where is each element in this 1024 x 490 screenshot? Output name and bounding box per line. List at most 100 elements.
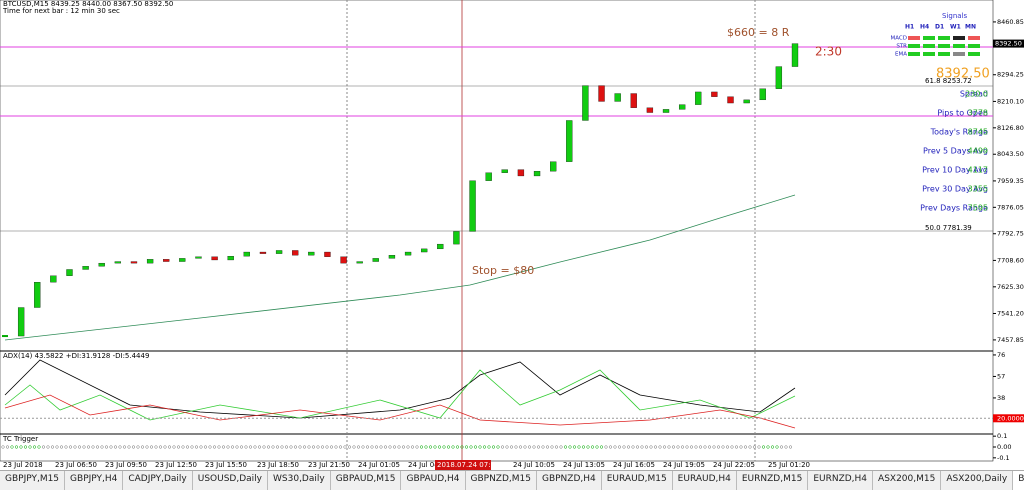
tab[interactable]: ASX200,Daily [941,471,1014,490]
trigger-dot [694,445,698,449]
tab[interactable]: GBPNZD,M15 [466,471,537,490]
trigger-dot [199,445,203,449]
trigger-dot [419,445,424,449]
trigger-dot [235,445,239,449]
y-tick-label: 8460.85 [997,18,1024,26]
x-tick-label: 23 Jul 09:50 [105,461,147,469]
trigger-dot [545,445,550,449]
y-tick-label: 8210.10 [997,97,1024,105]
cursor-box [435,460,491,470]
stat-value: 4499 [968,147,988,156]
candle-body [82,266,89,270]
trigger-dot [469,445,473,449]
trigger-dot [181,445,185,449]
adx-label: ADX(14) 43.5822 +DI:31.9128 -DI:5.4449 [3,352,149,360]
tab[interactable]: CADJPY,Daily [123,471,193,490]
trigger-dot [5,445,10,449]
x-tick-label: 23 Jul 18:50 [257,461,299,469]
trigger-dot [572,445,577,449]
tab[interactable]: EURAUD,H4 [673,471,737,490]
candle-body [662,109,670,113]
trigger-dot [325,445,329,449]
signal-col: H4 [920,24,929,31]
tab[interactable]: EURNZD,M15 [737,471,809,490]
candle-body [727,96,734,104]
trigger-dot [626,445,631,449]
trigger-dot [779,445,784,449]
trigger-dot [698,445,703,449]
trigger-dot [379,445,383,449]
trigger-dot [406,445,410,449]
tab[interactable]: ASX200,M15 [873,471,942,490]
ratio-label: 2:30 [815,45,842,59]
x-tick-label: 24 Jul 19:05 [663,461,705,469]
tab[interactable]: GBPJPY,M15 [0,471,66,490]
tab[interactable]: WS30,Daily [268,471,331,490]
x-tick-label: 24 Jul 04:05 [408,461,450,469]
tab[interactable]: EURAUD,M15 [602,471,673,490]
y-tick-label: 8294.25 [997,71,1024,79]
trigger-dot [680,445,685,449]
trigger-dot [757,445,761,449]
trigger-dot [473,445,478,449]
trigger-dot [10,445,14,449]
tab[interactable]: GBPJPY,H4 [65,471,124,490]
tab[interactable]: GBPNZD,H4 [537,471,602,490]
cursor-time: 2018.07.24 07:05 [437,461,499,469]
tab[interactable]: GBPAUD,M15 [331,471,402,490]
timer: Time for next bar : 12 min 30 sec [2,7,120,15]
trigger-dot [248,445,253,449]
signal-cell [953,44,965,48]
candle-body [630,93,637,108]
stat-label: Prev Days Range [920,204,988,213]
candle-body [356,261,363,264]
trigger-dot [253,445,257,449]
candle-body [98,262,105,267]
trigger-dot [500,445,505,449]
trigger-dot [401,445,406,449]
trigger-dot [257,445,262,449]
trigger-dot [725,445,730,449]
trigger-dot [644,445,649,449]
stat-label: Prev 10 Day Avg [922,166,988,175]
tab[interactable]: EURNZD,H4 [808,471,874,490]
trigger-dot [662,445,667,449]
signal-cell [908,36,920,40]
trigger-dot [685,445,689,449]
trigger-dot [23,445,28,449]
trigger-dot [77,445,82,449]
trigger-dot [176,445,181,449]
trigger-dot [415,445,419,449]
current-price: 8392.50 [995,40,1022,48]
stat-value: 4117 [968,166,988,175]
stat-value: 3355 [968,185,988,194]
candle-body [340,256,347,264]
tab[interactable]: USOUSD,Daily [193,471,268,490]
candle-body [614,93,621,102]
trigger-dot [635,445,640,449]
candle-body [421,248,428,253]
price-big: 8392.50 [936,67,990,82]
trigger-dot [613,445,617,449]
candle-body [582,85,589,121]
trigger-dot [739,445,743,449]
trigger-dot [275,445,280,449]
x-tick-label: 23 Jul 21:50 [308,461,350,469]
candle-body [275,250,283,254]
tab[interactable]: BTCUSD,M15 [1013,471,1024,490]
trigger-dot [716,445,721,449]
trigger-dot [487,445,491,449]
candle-body [17,307,25,337]
trigger-dot [352,445,356,449]
trigger-dot [343,445,347,449]
trigger-dot [766,445,770,449]
trigger-dot [770,445,775,449]
trigger-dot [577,445,581,449]
x-tick-label: 23 Jul 15:50 [205,461,247,469]
trigger-dot [550,445,554,449]
trigger-dot [658,445,662,449]
tab[interactable]: GBPAUD,H4 [401,471,466,490]
price-box [993,39,1024,48]
candle-body [227,256,234,261]
trigger-dot [581,445,586,449]
